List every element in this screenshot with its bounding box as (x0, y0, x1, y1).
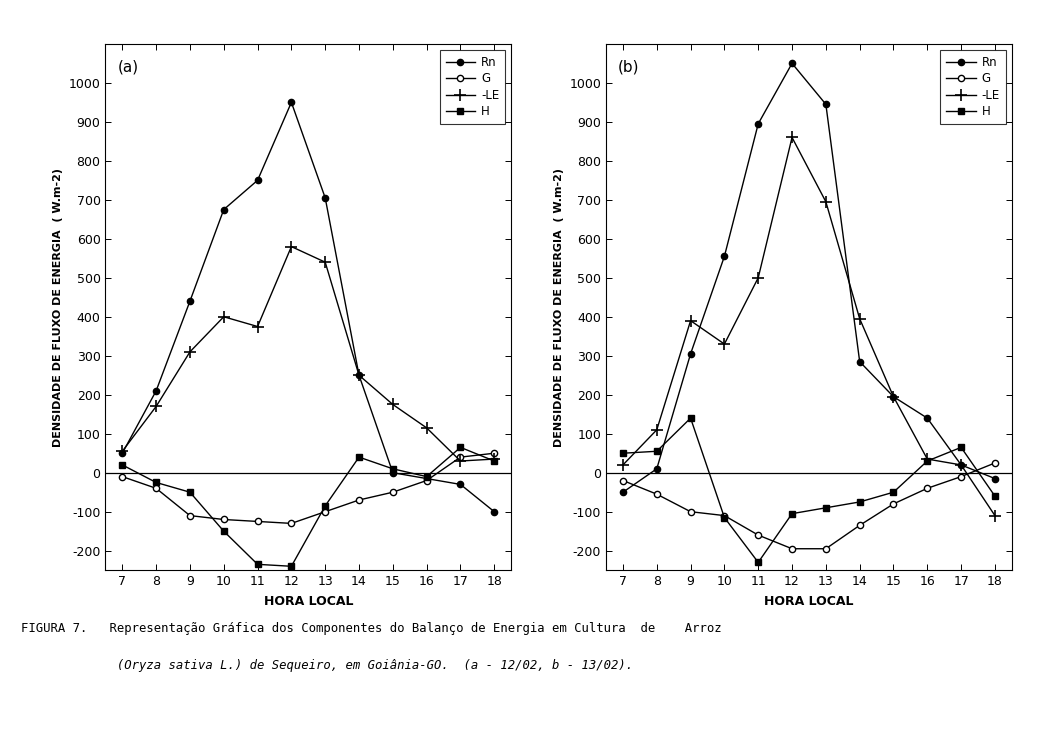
Text: (a): (a) (118, 60, 139, 75)
X-axis label: HORA LOCAL: HORA LOCAL (764, 595, 854, 608)
Y-axis label: DENSIDADE DE FLUXO DE ENERGIA  ( W.m-2): DENSIDADE DE FLUXO DE ENERGIA ( W.m-2) (53, 167, 63, 447)
Y-axis label: DENSIDADE DE FLUXO DE ENERGIA  ( W.m-2): DENSIDADE DE FLUXO DE ENERGIA ( W.m-2) (553, 167, 564, 447)
Text: FIGURA 7.   Representação Gráfica dos Componentes do Balanço de Energia em Cultu: FIGURA 7. Representação Gráfica dos Comp… (21, 622, 722, 635)
Text: (Oryza sativa L.) de Sequeiro, em Goiânia-GO.  (a - 12/02, b - 13/02).: (Oryza sativa L.) de Sequeiro, em Goiâni… (21, 659, 633, 672)
Legend: Rn, G, -LE, H: Rn, G, -LE, H (940, 50, 1006, 124)
Text: (b): (b) (619, 60, 640, 75)
X-axis label: HORA LOCAL: HORA LOCAL (264, 595, 353, 608)
Legend: Rn, G, -LE, H: Rn, G, -LE, H (440, 50, 505, 124)
